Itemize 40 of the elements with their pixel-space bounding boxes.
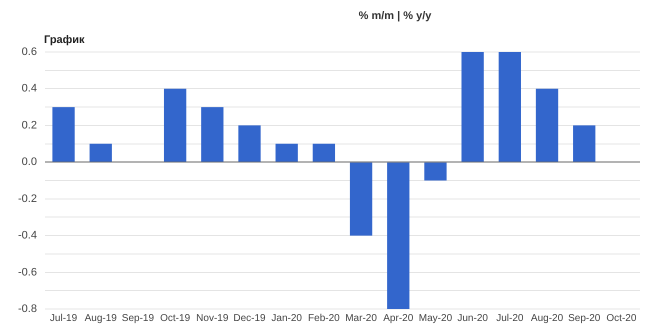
x-tick-label: Jul-19 bbox=[50, 312, 78, 324]
x-tick-label: Oct-19 bbox=[160, 312, 191, 324]
bar bbox=[350, 162, 372, 236]
bar bbox=[461, 52, 484, 162]
bar bbox=[201, 107, 224, 162]
x-tick-label: Oct-20 bbox=[606, 312, 637, 324]
y-tick-label: 0.6 bbox=[22, 46, 37, 58]
y-tick-label: 0.0 bbox=[22, 156, 37, 168]
x-tick-label: Apr-20 bbox=[383, 312, 414, 324]
y-tick-label: 0.4 bbox=[22, 82, 37, 95]
y-tick-label: -0.4 bbox=[18, 230, 37, 242]
chart-title: График bbox=[44, 34, 85, 46]
x-tick-label: Jan-20 bbox=[271, 312, 302, 324]
x-tick-label: Sep-19 bbox=[122, 312, 154, 324]
bar bbox=[276, 144, 298, 162]
bar bbox=[52, 107, 75, 162]
bar bbox=[90, 144, 112, 162]
bar bbox=[498, 52, 521, 162]
bar bbox=[573, 125, 596, 162]
text: % m/m | % y/y bbox=[358, 10, 432, 22]
bar bbox=[536, 88, 558, 162]
y-tick-label: 0.2 bbox=[22, 119, 37, 132]
x-tick-label: May-20 bbox=[418, 312, 453, 324]
x-tick-label: Mar-20 bbox=[345, 312, 378, 324]
y-tick-label: -0.6 bbox=[18, 266, 37, 278]
x-tick-label: Aug-20 bbox=[530, 312, 564, 324]
y-tick-label: -0.2 bbox=[18, 192, 37, 205]
x-tick-label: Jul-20 bbox=[496, 312, 524, 324]
x-tick-label: Jun-20 bbox=[457, 312, 488, 324]
bar bbox=[164, 88, 186, 162]
x-tick-label: Aug-19 bbox=[84, 312, 118, 324]
x-tick-label: Dec-19 bbox=[233, 312, 266, 324]
bar bbox=[424, 162, 447, 180]
x-tick-label: Nov-19 bbox=[196, 312, 229, 324]
bar bbox=[238, 125, 261, 162]
bar bbox=[312, 144, 336, 162]
y-tick-label: -0.8 bbox=[18, 303, 37, 316]
x-tick-label: Feb-20 bbox=[308, 312, 340, 324]
x-tick-label: Sep-20 bbox=[568, 312, 601, 324]
bar bbox=[387, 162, 410, 309]
